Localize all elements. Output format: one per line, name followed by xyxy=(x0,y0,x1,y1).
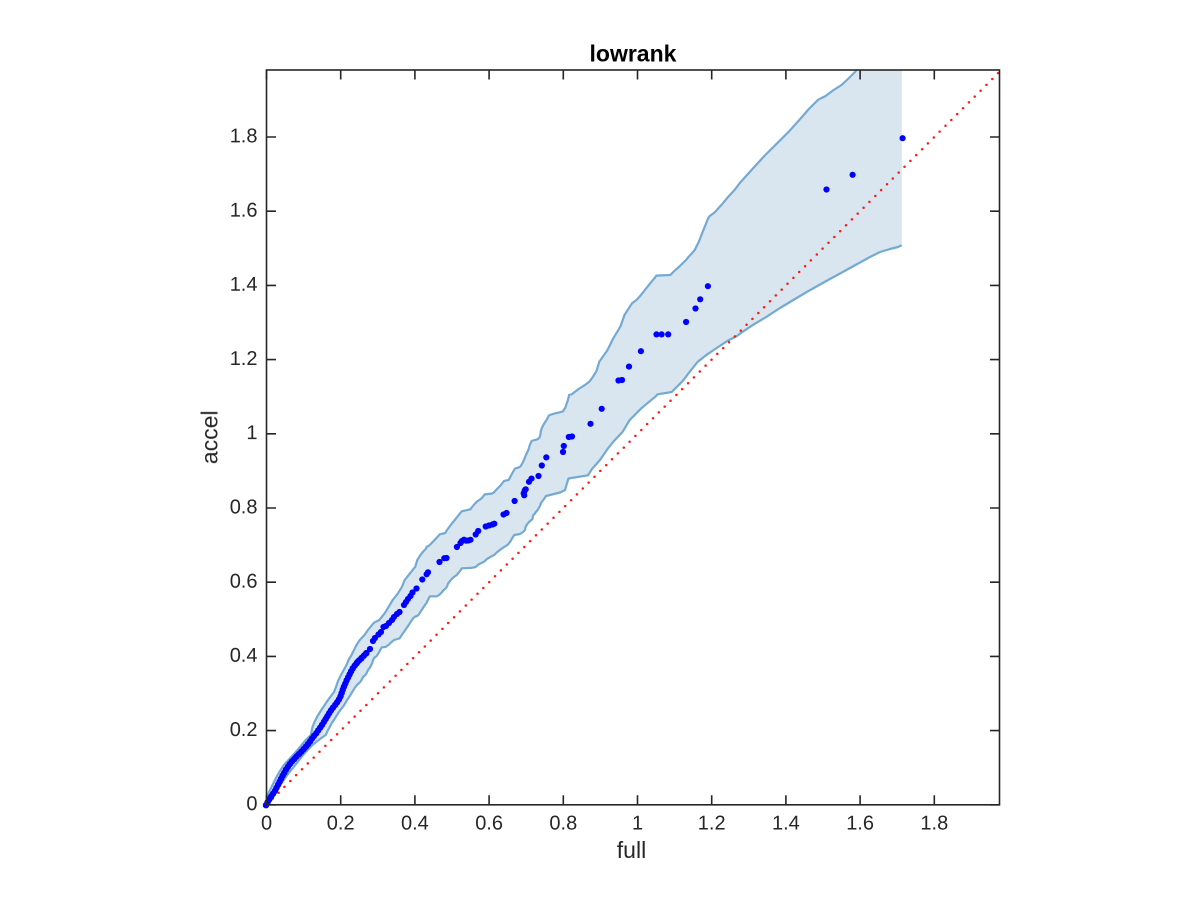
svg-text:0.6: 0.6 xyxy=(230,571,258,593)
svg-text:1.4: 1.4 xyxy=(772,812,800,834)
svg-text:0.4: 0.4 xyxy=(401,812,429,834)
svg-text:1.2: 1.2 xyxy=(698,812,726,834)
svg-text:0.4: 0.4 xyxy=(230,645,258,667)
svg-text:1.8: 1.8 xyxy=(920,812,948,834)
svg-text:1.8: 1.8 xyxy=(230,125,258,147)
svg-text:1.4: 1.4 xyxy=(230,274,258,296)
svg-text:0.6: 0.6 xyxy=(475,812,503,834)
svg-text:0: 0 xyxy=(261,812,272,834)
svg-text:1.2: 1.2 xyxy=(230,348,258,370)
svg-text:1.6: 1.6 xyxy=(230,200,258,222)
svg-text:1: 1 xyxy=(632,812,643,834)
svg-text:1.6: 1.6 xyxy=(846,812,874,834)
svg-text:accel: accel xyxy=(197,410,223,464)
svg-text:0: 0 xyxy=(246,793,257,815)
svg-text:lowrank: lowrank xyxy=(590,40,677,66)
svg-text:0.8: 0.8 xyxy=(549,812,577,834)
svg-text:0.8: 0.8 xyxy=(230,496,258,518)
svg-text:full: full xyxy=(617,837,646,863)
svg-text:0.2: 0.2 xyxy=(230,719,258,741)
svg-text:0.2: 0.2 xyxy=(327,812,355,834)
svg-text:1: 1 xyxy=(246,422,257,444)
